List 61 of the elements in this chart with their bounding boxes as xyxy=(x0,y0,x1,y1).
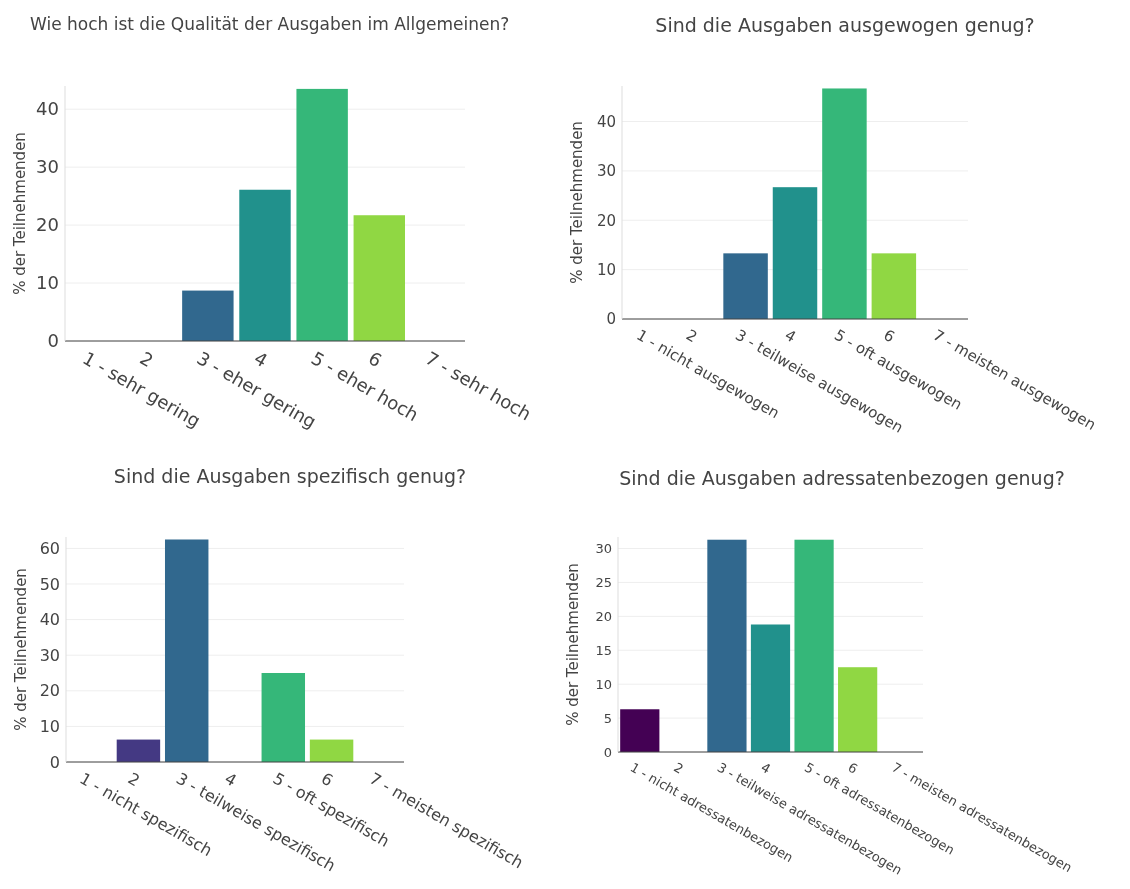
x-tick-label: 2 xyxy=(136,347,157,372)
x-tick-label: 4 xyxy=(758,759,774,777)
y-tick-label: 60 xyxy=(39,538,60,558)
y-tick-label: 10 xyxy=(596,260,616,279)
x-tick-label: 6 xyxy=(845,759,861,777)
y-tick-label: 15 xyxy=(595,642,612,658)
y-tick-label: 30 xyxy=(36,156,59,178)
y-tick-label: 40 xyxy=(39,610,60,630)
y-axis-title: % der Teilnehmenden xyxy=(11,132,29,295)
y-axis-title: % der Teilnehmenden xyxy=(12,568,30,731)
x-tick-label: 6 xyxy=(317,768,337,791)
y-tick-label: 10 xyxy=(595,676,612,692)
y-tick-label: 20 xyxy=(595,608,612,624)
y-tick-label: 30 xyxy=(39,645,60,665)
y-tick-label: 0 xyxy=(603,744,612,760)
chart-title: Sind die Ausgaben adressatenbezogen genug? xyxy=(619,467,1065,489)
x-tick-label: 4 xyxy=(781,325,800,347)
y-tick-label: 20 xyxy=(39,681,60,701)
x-tick-label: 2 xyxy=(124,768,144,791)
bar xyxy=(182,290,234,341)
bar xyxy=(620,709,660,752)
bar xyxy=(116,739,161,762)
y-tick-label: 25 xyxy=(595,574,612,590)
bar xyxy=(750,624,791,752)
y-tick-label: 20 xyxy=(36,214,59,236)
y-tick-label: 5 xyxy=(603,710,612,726)
bar xyxy=(353,215,405,341)
bar xyxy=(309,739,354,762)
bar xyxy=(261,673,306,762)
x-tick-label: 4 xyxy=(250,347,272,372)
bar xyxy=(838,667,878,752)
bar xyxy=(772,187,818,319)
y-tick-label: 30 xyxy=(596,162,616,181)
y-tick-label: 0 xyxy=(606,310,616,329)
x-tick-label: 6 xyxy=(880,325,898,347)
bar xyxy=(296,88,348,341)
y-tick-label: 40 xyxy=(596,112,616,131)
bar xyxy=(239,189,291,341)
x-tick-label: 2 xyxy=(682,325,701,347)
y-tick-label: 20 xyxy=(596,211,616,230)
bar xyxy=(794,539,834,752)
y-tick-label: 30 xyxy=(595,541,612,557)
y-tick-label: 50 xyxy=(39,574,60,594)
x-tick-label: 6 xyxy=(364,347,386,372)
y-tick-label: 40 xyxy=(36,98,59,120)
bar xyxy=(707,539,747,752)
chart-title: Sind die Ausgaben ausgewogen genug? xyxy=(655,14,1035,36)
bar xyxy=(871,253,917,319)
bar xyxy=(723,253,768,319)
chart-title: Sind die Ausgaben spezifisch genug? xyxy=(113,465,467,487)
y-tick-label: 10 xyxy=(39,717,60,736)
y-tick-label: 10 xyxy=(36,272,59,294)
chart-title: Wie hoch ist die Qualität der Ausgaben im Allgemeinen? xyxy=(30,14,510,34)
x-tick-label: 2 xyxy=(671,759,686,777)
bar xyxy=(822,88,867,319)
y-tick-label: 0 xyxy=(49,752,60,772)
bar xyxy=(164,539,209,762)
y-tick-label: 0 xyxy=(47,330,59,352)
y-axis-title: % der Teilnehmenden xyxy=(564,563,582,726)
x-tick-label: 4 xyxy=(221,768,240,791)
y-axis-title: % der Teilnehmenden xyxy=(568,121,586,284)
